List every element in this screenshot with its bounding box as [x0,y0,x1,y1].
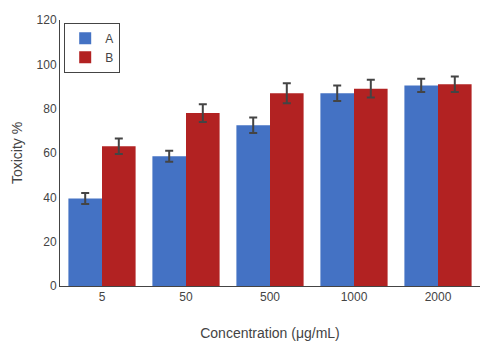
svg-text:120: 120 [37,13,57,27]
svg-text:60: 60 [43,146,57,160]
svg-text:B: B [105,51,113,65]
svg-text:40: 40 [43,191,57,205]
svg-text:500: 500 [260,290,280,304]
svg-text:A: A [105,32,113,46]
svg-text:Concentration (μg/mL): Concentration (μg/mL) [200,325,340,341]
svg-text:20: 20 [43,235,57,249]
svg-text:100: 100 [37,58,57,72]
svg-text:80: 80 [43,102,57,116]
svg-text:50: 50 [179,290,193,304]
svg-text:Toxicity %: Toxicity % [9,122,25,184]
svg-text:5: 5 [99,290,106,304]
svg-text:1000: 1000 [341,290,368,304]
svg-text:0: 0 [50,279,57,293]
svg-text:2000: 2000 [425,290,452,304]
